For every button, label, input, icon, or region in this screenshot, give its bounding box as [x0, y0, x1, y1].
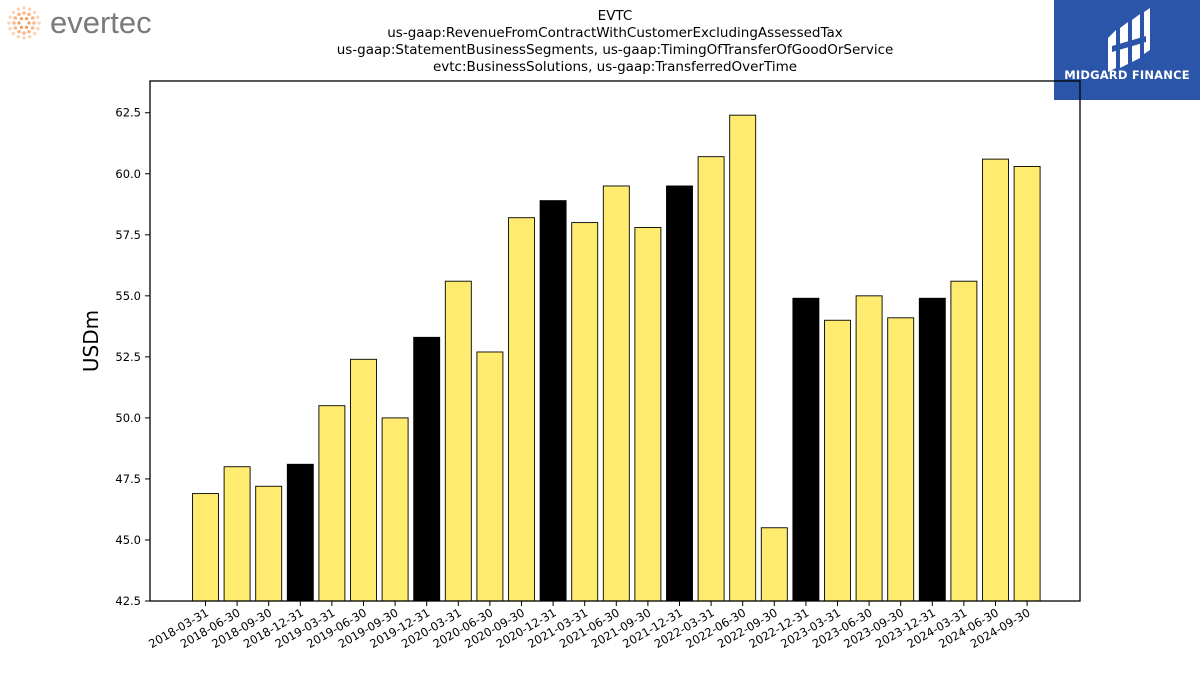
bar-2024-03-31 [950, 280, 978, 602]
evertec-logo-text: evertec [50, 5, 152, 40]
midgard-logo-text: MIDGARD FINANCE [1064, 68, 1190, 82]
bar-2022-03-31 [697, 156, 725, 602]
evertec-dot [24, 25, 29, 29]
bars-group [192, 114, 1041, 602]
chart-title-line: EVTC [598, 8, 633, 24]
midgard-finance-logo: MIDGARD FINANCE [1054, 0, 1200, 100]
evertec-dot [22, 11, 26, 15]
x-axis: 2018-03-312018-06-302018-09-302018-12-31… [146, 601, 1033, 651]
evertec-dot [16, 35, 20, 39]
bar-2019-12-31 [413, 336, 441, 602]
bar-2018-09-30 [255, 485, 283, 602]
bar-2020-12-31 [539, 200, 567, 602]
evertec-dot [27, 12, 31, 17]
bar-2021-06-30 [602, 185, 630, 602]
evertec-dot [28, 7, 32, 11]
evertec-dot [17, 12, 21, 17]
evertec-dot [7, 21, 11, 25]
evertec-dot [12, 21, 16, 25]
plot-frame [149, 80, 1081, 602]
bar-2022-06-30 [729, 114, 757, 602]
evertec-dot [8, 15, 12, 19]
bar-2019-09-30 [381, 417, 409, 602]
evertec-dot [8, 27, 12, 31]
evertec-dot [22, 6, 26, 10]
bar-2020-09-30 [508, 217, 535, 602]
evertec-dot [11, 10, 16, 15]
evertec-dot [24, 17, 29, 21]
chart-title-line: evtc:BusinessSolutions, us-gaap:Transfer… [433, 59, 797, 75]
evertec-dots-icon [7, 6, 41, 40]
midgard-mark-icon [1108, 8, 1150, 72]
evertec-dot [36, 15, 40, 19]
evertec-dot [30, 16, 35, 20]
bar-2023-09-30 [887, 317, 915, 602]
y-tick-label: 50.0 [115, 411, 141, 425]
bar-2023-12-31 [918, 297, 946, 602]
evertec-logo: evertec [7, 5, 152, 40]
bar-2019-03-31 [318, 405, 346, 602]
evertec-dot [22, 36, 26, 40]
bar-2022-09-30 [760, 527, 788, 602]
y-tick-label: 45.0 [115, 533, 141, 547]
evertec-dot [36, 27, 40, 31]
evertec-dot [27, 21, 31, 25]
bar-2020-06-30 [476, 351, 504, 602]
bar-2023-03-31 [824, 319, 851, 602]
evertec-dot [30, 26, 35, 30]
bar-2021-03-31 [571, 222, 599, 602]
evertec-dot [11, 31, 16, 36]
y-tick-label: 47.5 [115, 472, 141, 486]
bar-2022-12-31 [792, 297, 820, 602]
evertec-dot [28, 35, 32, 39]
bar-2021-12-31 [666, 185, 693, 602]
y-axis-label: USDm [79, 310, 103, 372]
evertec-dot [37, 21, 41, 25]
evertec-dot [13, 26, 18, 30]
chart-title: EVTCus-gaap:RevenueFromContractWithCusto… [337, 8, 894, 75]
evertec-dot [32, 10, 37, 15]
y-axis: 42.5 45.0 47.5 50.0 52.5 55.0 57.5 60.0 62.5 [115, 106, 150, 608]
evertec-dot [19, 25, 24, 29]
bar-2021-09-30 [634, 227, 662, 602]
chart-title-line: us-gaap:RevenueFromContractWithCustomerE… [387, 25, 843, 41]
evertec-dot [13, 16, 18, 20]
y-tick-label: 55.0 [115, 289, 141, 303]
evertec-dot [27, 29, 31, 34]
y-tick-label: 42.5 [115, 594, 141, 608]
bar-2023-06-30 [855, 295, 883, 602]
bar-2024-09-30 [1013, 165, 1041, 602]
evertec-dot [16, 7, 20, 11]
bar-2018-12-31 [286, 463, 314, 602]
evertec-dot [22, 31, 26, 35]
bar-2018-03-31 [192, 493, 219, 602]
y-tick-label: 52.5 [115, 350, 141, 364]
evertec-dot [32, 31, 37, 36]
evertec-dot [32, 21, 36, 25]
chart-title-line: us-gaap:StatementBusinessSegments, us-ga… [337, 42, 894, 58]
evertec-dot [19, 17, 24, 21]
y-tick-label: 62.5 [115, 106, 141, 120]
bar-2024-06-30 [982, 158, 1009, 602]
evertec-dot [17, 21, 21, 25]
y-tick-label: 57.5 [115, 228, 141, 242]
y-tick-label: 60.0 [115, 167, 141, 181]
evertec-dot [17, 29, 21, 34]
bar-2018-06-30 [223, 466, 251, 602]
bar-2020-03-31 [444, 280, 472, 602]
bar-2019-06-30 [350, 358, 377, 602]
